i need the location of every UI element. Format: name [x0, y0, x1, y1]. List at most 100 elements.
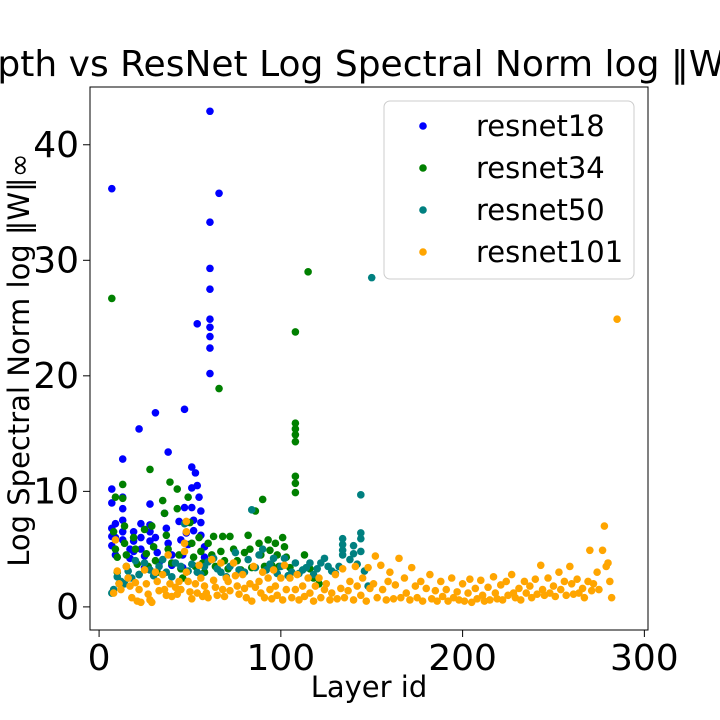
data-point — [158, 555, 167, 564]
data-point — [526, 582, 534, 590]
data-point — [593, 568, 601, 577]
data-point — [217, 568, 225, 577]
data-point — [128, 593, 136, 602]
data-point — [444, 597, 452, 605]
data-point — [151, 409, 160, 417]
y-tick-label: 20 — [33, 356, 79, 397]
data-point — [184, 577, 192, 586]
data-point — [137, 533, 145, 542]
data-point — [258, 545, 267, 553]
data-point — [137, 598, 145, 607]
y-tick-label: 0 — [56, 587, 79, 628]
data-point — [177, 585, 185, 594]
x-tick-label: 0 — [88, 638, 111, 679]
data-point — [357, 534, 365, 543]
data-point — [264, 574, 272, 582]
data-point — [613, 315, 621, 324]
data-point — [382, 596, 391, 604]
data-point — [269, 554, 278, 563]
data-point — [349, 596, 358, 604]
data-point — [278, 596, 287, 604]
data-point — [140, 525, 149, 534]
legend: resnet18 resnet34 resnet50 resnet101 — [383, 100, 635, 280]
data-point — [255, 539, 263, 548]
data-point — [135, 570, 143, 579]
data-point — [175, 551, 183, 559]
data-point — [340, 593, 349, 602]
plot-frame — [89, 86, 649, 631]
data-point — [476, 576, 485, 585]
data-point — [522, 589, 531, 597]
data-point — [164, 545, 172, 553]
data-point — [291, 430, 300, 439]
data-point — [280, 561, 289, 570]
data-point — [149, 543, 158, 551]
x-tick-label: 300 — [610, 638, 679, 679]
data-point — [551, 592, 560, 601]
data-point — [187, 463, 196, 471]
data-point — [129, 533, 138, 542]
data-point — [204, 539, 212, 548]
data-point — [277, 574, 285, 582]
data-point — [206, 107, 214, 116]
data-point — [155, 562, 163, 571]
data-point — [111, 545, 120, 553]
data-point — [160, 585, 169, 594]
data-point — [211, 583, 220, 592]
x-tick-label: 100 — [246, 638, 315, 679]
data-point — [126, 582, 134, 590]
data-point — [291, 328, 300, 336]
data-point — [555, 568, 563, 577]
data-point — [413, 593, 421, 602]
data-point — [369, 579, 378, 588]
series-resnet50 — [108, 273, 376, 597]
data-point — [466, 575, 474, 583]
data-point — [364, 563, 372, 572]
data-point — [164, 448, 172, 456]
data-point — [140, 559, 149, 567]
data-point — [247, 597, 256, 605]
data-point — [189, 553, 198, 562]
data-point — [193, 320, 202, 328]
data-point — [142, 549, 151, 558]
data-point — [191, 469, 200, 477]
data-point — [278, 533, 287, 542]
data-point — [118, 527, 127, 536]
data-point — [173, 485, 182, 493]
data-point — [266, 546, 274, 555]
data-point — [566, 562, 574, 571]
data-point — [193, 481, 202, 490]
data-point — [327, 589, 336, 597]
data-point — [226, 586, 234, 595]
data-point — [108, 184, 116, 193]
data-point — [273, 591, 282, 600]
data-point — [235, 590, 243, 598]
data-point — [195, 561, 203, 570]
data-point — [197, 507, 205, 515]
data-point — [206, 264, 214, 273]
series-resnet101 — [109, 315, 621, 607]
data-point — [213, 591, 222, 600]
data-point — [304, 574, 312, 582]
data-point — [206, 285, 214, 293]
data-point — [549, 582, 558, 590]
data-point — [291, 488, 300, 497]
data-point — [353, 582, 361, 590]
data-point — [231, 548, 240, 557]
data-point — [426, 570, 434, 579]
data-point — [567, 579, 576, 588]
data-point — [204, 593, 212, 602]
data-point — [246, 545, 254, 553]
data-point — [291, 559, 300, 567]
data-point — [131, 578, 140, 587]
data-point — [502, 577, 511, 586]
data-point — [240, 548, 249, 557]
series-resnet34 — [108, 268, 323, 588]
data-point — [436, 577, 445, 586]
data-point — [531, 575, 540, 583]
data-point — [180, 405, 189, 414]
data-point — [209, 532, 218, 541]
data-point — [433, 597, 441, 605]
data-point — [146, 465, 154, 474]
data-point — [515, 584, 523, 593]
